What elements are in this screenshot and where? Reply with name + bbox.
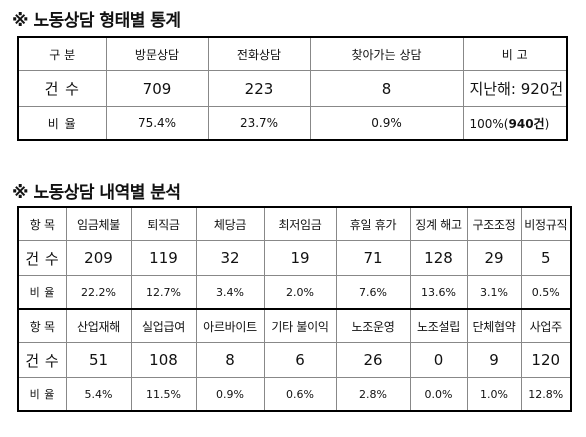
item-name: 체당금 [195, 206, 265, 241]
item-ratio: 5.4% [65, 377, 132, 412]
item-count: 119 [130, 240, 197, 276]
item-ratio: 13.6% [409, 275, 468, 310]
header-phone: 전화상담 [207, 36, 311, 71]
item-ratio: 3.4% [195, 275, 265, 310]
item-name: 최저임금 [263, 206, 337, 241]
item-count: 8 [195, 342, 265, 378]
block2-ratio-row: 비 율 5.4% 11.5% 0.9% 0.6% 2.8% 0.0% 1.0% … [17, 377, 572, 412]
count-visit: 709 [105, 70, 209, 107]
ratio-remark: 100%(940건) [462, 106, 568, 141]
item-name: 실업급여 [130, 308, 197, 343]
item-ratio: 12.8% [520, 377, 572, 412]
item-ratio: 22.2% [65, 275, 132, 310]
consultation-type-table: 구 분 방문상담 전화상담 찾아가는 상담 비 고 건 수 709 223 8 … [17, 36, 568, 141]
block1-count-row: 건 수 209 119 32 19 71 128 29 5 [17, 240, 572, 276]
block2-item-row: 항 목 산업재해 실업급여 아르바이트 기타 불이익 노조운영 노조설립 단체협… [17, 308, 572, 343]
consultation-detail-table: 항 목 임금체불 퇴직금 체당금 최저임금 휴일 휴가 징계 해고 구조조정 비… [17, 206, 572, 412]
item-ratio: 0.6% [263, 377, 337, 412]
ratio-remark-prefix: 100%( [469, 116, 509, 131]
item-ratio: 0.0% [409, 377, 468, 412]
item-name: 기타 불이익 [263, 308, 337, 343]
count-header: 건 수 [17, 342, 67, 378]
count-outreach: 8 [309, 70, 464, 107]
count-phone: 223 [207, 70, 311, 107]
item-count: 71 [335, 240, 411, 276]
section1-title: ※ 노동상담 형태별 통계 [12, 11, 181, 31]
item-header: 항 목 [17, 206, 67, 241]
type-header-row: 구 분 방문상담 전화상담 찾아가는 상담 비 고 [17, 36, 568, 71]
ratio-phone: 23.7% [207, 106, 311, 141]
item-name: 단체협약 [466, 308, 522, 343]
item-ratio: 0.5% [520, 275, 572, 310]
item-name: 구조조정 [466, 206, 522, 241]
type-ratio-row: 비 율 75.4% 23.7% 0.9% 100%(940건) [17, 106, 568, 141]
ratio-remark-suffix: ) [544, 116, 550, 131]
item-ratio: 2.8% [335, 377, 411, 412]
item-header: 항 목 [17, 308, 67, 343]
item-name: 임금체불 [65, 206, 132, 241]
item-name: 아르바이트 [195, 308, 265, 343]
ratio-outreach: 0.9% [309, 106, 464, 141]
count-header: 건 수 [17, 240, 67, 276]
item-count: 209 [65, 240, 132, 276]
header-outreach: 찾아가는 상담 [309, 36, 464, 71]
item-ratio: 0.9% [195, 377, 265, 412]
block1-ratio-row: 비 율 22.2% 12.7% 3.4% 2.0% 7.6% 13.6% 3.1… [17, 275, 572, 310]
item-name: 산업재해 [65, 308, 132, 343]
item-name: 휴일 휴가 [335, 206, 411, 241]
block2-count-row: 건 수 51 108 8 6 26 0 9 120 [17, 342, 572, 378]
type-count-row: 건 수 709 223 8 지난해: 920건 [17, 70, 568, 107]
ratio-header: 비 율 [17, 275, 67, 310]
row-label-ratio: 비 율 [17, 106, 107, 141]
item-name: 노조운영 [335, 308, 411, 343]
item-count: 51 [65, 342, 132, 378]
ratio-visit: 75.4% [105, 106, 209, 141]
item-count: 0 [409, 342, 468, 378]
item-count: 108 [130, 342, 197, 378]
item-name: 비정규직 [520, 206, 572, 241]
item-ratio: 7.6% [335, 275, 411, 310]
item-ratio: 3.1% [466, 275, 522, 310]
item-name: 사업주 [520, 308, 572, 343]
item-ratio: 11.5% [130, 377, 197, 412]
ratio-header: 비 율 [17, 377, 67, 412]
item-count: 9 [466, 342, 522, 378]
block1-item-row: 항 목 임금체불 퇴직금 체당금 최저임금 휴일 휴가 징계 해고 구조조정 비… [17, 206, 572, 241]
section2-title: ※ 노동상담 내역별 분석 [12, 183, 181, 203]
item-count: 128 [409, 240, 468, 276]
header-remarks: 비 고 [462, 36, 568, 71]
item-count: 120 [520, 342, 572, 378]
item-count: 29 [466, 240, 522, 276]
item-count: 19 [263, 240, 337, 276]
ratio-remark-total: 940건 [508, 116, 545, 131]
item-count: 26 [335, 342, 411, 378]
item-ratio: 2.0% [263, 275, 337, 310]
item-name: 징계 해고 [409, 206, 468, 241]
item-count: 32 [195, 240, 265, 276]
header-category: 구 분 [17, 36, 107, 71]
item-ratio: 12.7% [130, 275, 197, 310]
item-name: 퇴직금 [130, 206, 197, 241]
item-count: 6 [263, 342, 337, 378]
item-ratio: 1.0% [466, 377, 522, 412]
item-count: 5 [520, 240, 572, 276]
item-name: 노조설립 [409, 308, 468, 343]
count-remark: 지난해: 920건 [462, 70, 568, 107]
row-label-count: 건 수 [17, 70, 107, 107]
header-visit: 방문상담 [105, 36, 209, 71]
